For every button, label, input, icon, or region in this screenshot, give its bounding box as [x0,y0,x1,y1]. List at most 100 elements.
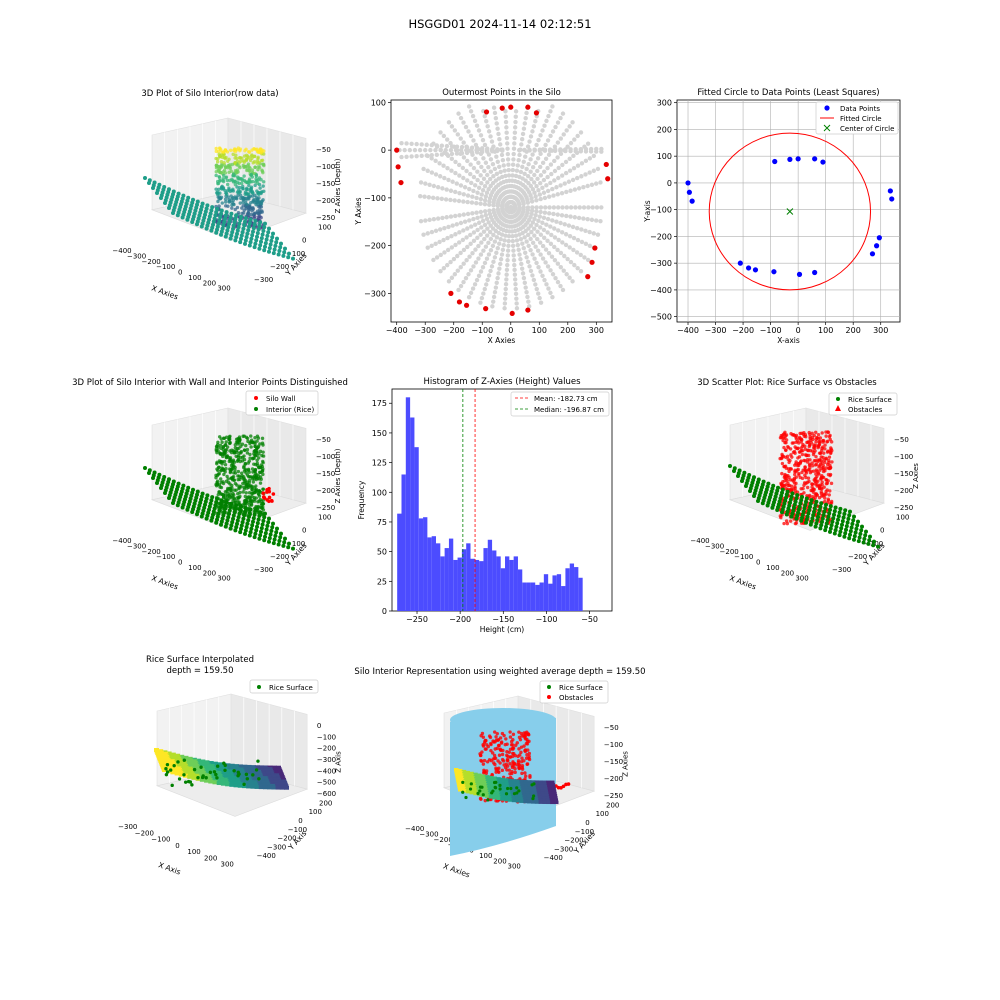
interior-point [399,154,404,160]
interior-point [511,157,516,162]
data-point [852,534,857,539]
surface-cell [548,791,553,796]
data-point [204,206,209,211]
data-point [240,211,244,216]
rice-point [182,773,186,777]
interior-point [591,168,597,173]
data-point [253,165,257,169]
interior-point [519,266,525,271]
data-point [239,214,243,219]
data-point [258,465,263,470]
interior-point [573,149,578,154]
data-point [267,516,271,521]
surface-cell [508,780,513,785]
interior-point [525,232,531,238]
data-point [219,460,224,464]
data-point [795,493,800,498]
data-point [806,476,811,480]
surface-cell [204,778,210,783]
interior-point [445,247,451,253]
rice-point [517,789,521,793]
rice-point [254,768,259,772]
interior-point [450,223,455,228]
interior-point [599,149,604,154]
data-point [220,492,224,497]
data-point [824,524,828,529]
data-point [255,473,259,477]
data-point [224,200,228,204]
interior-point [564,189,569,195]
data-point [260,522,265,527]
obstacle-point [566,782,571,786]
surface-cell [460,782,466,786]
interior-point [513,119,518,125]
interior-point [499,252,505,257]
data-point [736,474,740,478]
y-tick-label: 100 [371,98,386,107]
data-point [247,206,251,210]
data-point [825,462,830,467]
data-point [224,440,228,444]
data-point [246,162,251,166]
histogram-bar [543,574,549,611]
interior-point [515,163,520,168]
histogram-bar [505,556,510,611]
data-point [261,162,265,166]
data-point [256,156,260,161]
interior-point [503,109,508,114]
interior-point [409,154,414,159]
data-point [791,479,795,483]
rice-point [504,792,509,796]
outermost-point [483,109,490,115]
interior-point [564,128,569,133]
data-point [851,518,856,523]
surface-cell [535,782,540,787]
surface-cell [507,778,513,783]
data-point [273,243,278,248]
interior-point [540,220,545,225]
surface-cell [493,783,499,787]
data-point [224,521,229,526]
interior-point [481,176,487,182]
surface-cell [531,784,537,789]
interior-point [452,128,458,133]
interior-point [482,222,488,228]
interior-point [560,205,565,210]
interior-point [494,250,499,255]
data-point [788,500,792,505]
interior-point [438,147,443,153]
data-point [239,236,243,241]
interior-point [474,150,480,155]
outermost-point [525,307,531,313]
data-point [245,231,250,236]
data-point [245,447,250,452]
data-point [219,208,224,213]
interior-point [491,259,496,265]
interior-point [591,231,597,236]
surface-cell [552,791,557,796]
interior-point [456,240,462,245]
data-point [250,168,255,172]
data-point [274,240,279,245]
data-point [204,226,209,231]
data-point [286,255,291,260]
interior-point [463,124,469,130]
surface-cell [494,787,500,792]
interior-point [494,121,499,126]
interior-point [457,213,462,218]
data-point [283,246,287,251]
interior-point [567,156,572,162]
z-tick-label: −50 [604,724,619,732]
interior-point [425,245,430,250]
surface-cell [527,799,532,804]
interior-point [543,142,548,148]
obstacle-point [511,732,516,737]
rice-point [478,789,482,793]
interior-point [505,151,511,157]
interior-point [443,197,449,202]
data-point [780,471,784,476]
data-point [273,533,278,538]
data-point [806,440,810,444]
data-point [820,480,824,484]
